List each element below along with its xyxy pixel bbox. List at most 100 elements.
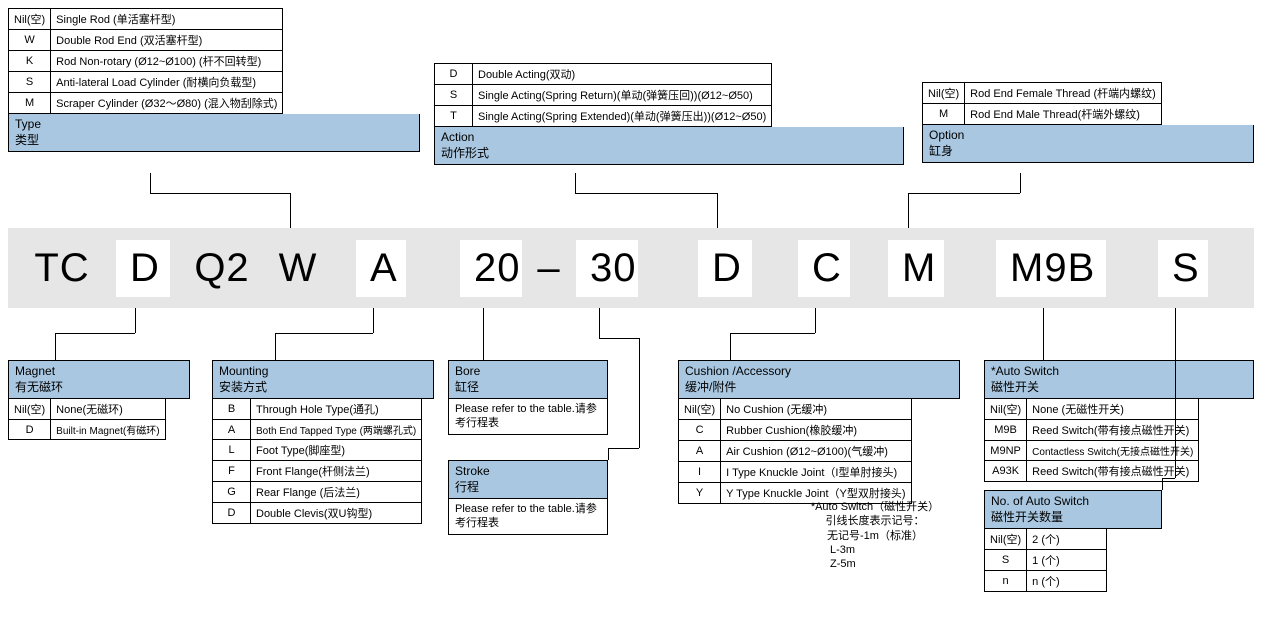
pn-dash: – — [534, 246, 564, 291]
cell: C — [679, 420, 721, 441]
pn-segment-30: 30 — [576, 240, 638, 297]
cell: Nil(空) — [985, 399, 1027, 420]
connector — [55, 333, 135, 334]
label: 缸径 — [455, 380, 601, 396]
label: Action — [441, 130, 474, 144]
cell: W — [9, 30, 51, 51]
cell: D — [435, 64, 473, 85]
pn-segment-q2: Q2 — [186, 246, 258, 291]
option-block: Nil(空)Rod End Female Thread (杆端内螺纹) MRod… — [922, 82, 1254, 163]
switchcount-block: No. of Auto Switch 磁性开关数量 Nil(空)2 (个) S1… — [984, 490, 1162, 592]
cell: No Cushion (无缓冲) — [721, 399, 911, 420]
stroke-block: Stroke 行程 Please refer to the table.请参考行… — [448, 460, 608, 535]
cushion-block: Cushion /Accessory 缓冲/附件 Nil(空)No Cushio… — [678, 360, 960, 504]
label: 动作形式 — [441, 146, 897, 162]
pn-segment-m9b: M9B — [996, 240, 1106, 297]
connector — [730, 333, 815, 334]
label: 磁性开关数量 — [991, 510, 1155, 526]
pn-segment-c: C — [798, 240, 850, 297]
cell: M — [923, 104, 965, 125]
cell: 2 (个) — [1027, 529, 1107, 550]
pn-segment-a: A — [356, 240, 406, 297]
cell: Nil(空) — [985, 529, 1027, 550]
label: *Auto Switch — [991, 364, 1059, 378]
label: Bore — [455, 364, 480, 378]
label: 有无磁环 — [15, 380, 183, 396]
cell: Air Cushion (Ø12~Ø100)(气缓冲) — [721, 441, 911, 462]
connector — [599, 338, 639, 339]
label: 行程 — [455, 480, 601, 496]
connector — [135, 308, 136, 333]
cell: L — [213, 440, 251, 461]
cell: None(无磁环) — [51, 399, 165, 420]
connector — [608, 448, 639, 449]
mounting-table: BThrough Hole Type(通孔) ABoth End Tapped … — [212, 398, 422, 524]
label: 缸身 — [929, 144, 1247, 160]
cell: Rod End Male Thread(杆端外螺纹) — [965, 104, 1162, 125]
action-table: DDouble Acting(双动) SSingle Acting(Spring… — [434, 63, 772, 127]
connector — [1175, 308, 1176, 478]
pn-segment-m: M — [888, 240, 944, 297]
label: 类型 — [15, 133, 413, 149]
switchcount-header: No. of Auto Switch 磁性开关数量 — [984, 490, 1162, 529]
label: Stroke — [455, 464, 490, 478]
part-number-bar: TCDQ2WA20–30DCMM9BS — [8, 228, 1254, 308]
cell: D — [9, 420, 51, 440]
connector — [639, 338, 640, 448]
autoswitch-table: Nil(空)None (无磁性开关) M9BReed Switch(带有接点磁性… — [984, 398, 1199, 482]
cell: I — [679, 462, 721, 483]
cell: Nil(空) — [679, 399, 721, 420]
cell: Single Rod (单活塞杆型) — [51, 9, 283, 30]
cell: Single Acting(Spring Extended)(单动(弹簧压出))… — [473, 106, 772, 127]
label: Mounting — [219, 364, 268, 378]
switchcount-table: Nil(空)2 (个) S1 (个) nn (个) — [984, 528, 1107, 592]
cell: M — [9, 93, 51, 114]
action-header: Action 动作形式 — [434, 127, 904, 165]
cell: K — [9, 51, 51, 72]
connector — [908, 193, 909, 228]
cell: Nil(空) — [9, 9, 51, 30]
bore-note: Please refer to the table.请参考行程表 — [448, 399, 608, 435]
autoswitch-block: *Auto Switch 磁性开关 Nil(空)None (无磁性开关) M9B… — [984, 360, 1254, 482]
cell: F — [213, 461, 251, 482]
cell: G — [213, 482, 251, 503]
cell: Nil(空) — [923, 83, 965, 104]
type-header: Type 类型 — [8, 114, 420, 152]
connector — [717, 193, 718, 228]
stroke-note: Please refer to the table.请参考行程表 — [448, 499, 608, 535]
cell: Front Flange(杆侧法兰) — [251, 461, 422, 482]
cell: Single Acting(Spring Return)(单动(弹簧压回))(Ø… — [473, 85, 772, 106]
magnet-block: Magnet 有无磁环 Nil(空)None(无磁环) DBuilt-in Ma… — [8, 360, 190, 440]
connector — [1043, 308, 1044, 360]
connector — [150, 193, 290, 194]
cell: A — [213, 420, 251, 440]
connector — [373, 308, 374, 333]
mounting-block: Mounting 安装方式 BThrough Hole Type(通孔) ABo… — [212, 360, 434, 524]
label: Magnet — [15, 364, 55, 378]
cell: T — [435, 106, 473, 127]
cell: M9NP — [985, 441, 1027, 461]
type-block: Nil(空)Single Rod (单活塞杆型) WDouble Rod End… — [8, 8, 420, 152]
cell: S — [9, 72, 51, 93]
cell: Anti-lateral Load Cylinder (耐横向负载型) — [51, 72, 283, 93]
cell: n (个) — [1027, 571, 1107, 592]
cell: S — [985, 550, 1027, 571]
magnet-table: Nil(空)None(无磁环) DBuilt-in Magnet(有磁环) — [8, 398, 166, 440]
connector — [1020, 173, 1021, 193]
note-line: L-3m — [790, 543, 960, 557]
connector — [483, 308, 484, 360]
pn-segment-d: D — [116, 240, 170, 297]
cell: I Type Knuckle Joint（I型单肘接头) — [721, 462, 911, 483]
cell: A93K — [985, 461, 1027, 482]
connector — [1162, 478, 1163, 490]
cushion-header: Cushion /Accessory 缓冲/附件 — [678, 360, 960, 399]
option-table: Nil(空)Rod End Female Thread (杆端内螺纹) MRod… — [922, 82, 1162, 125]
connector — [599, 308, 600, 338]
cell: Contactless Switch(无接点磁性开关) — [1027, 441, 1199, 461]
connector — [575, 173, 576, 193]
cell: Double Clevis(双U钩型) — [251, 503, 422, 524]
pn-segment-s: S — [1158, 240, 1208, 297]
pn-segment-w: W — [268, 246, 328, 291]
connector — [150, 173, 151, 193]
cell: Double Acting(双动) — [473, 64, 772, 85]
